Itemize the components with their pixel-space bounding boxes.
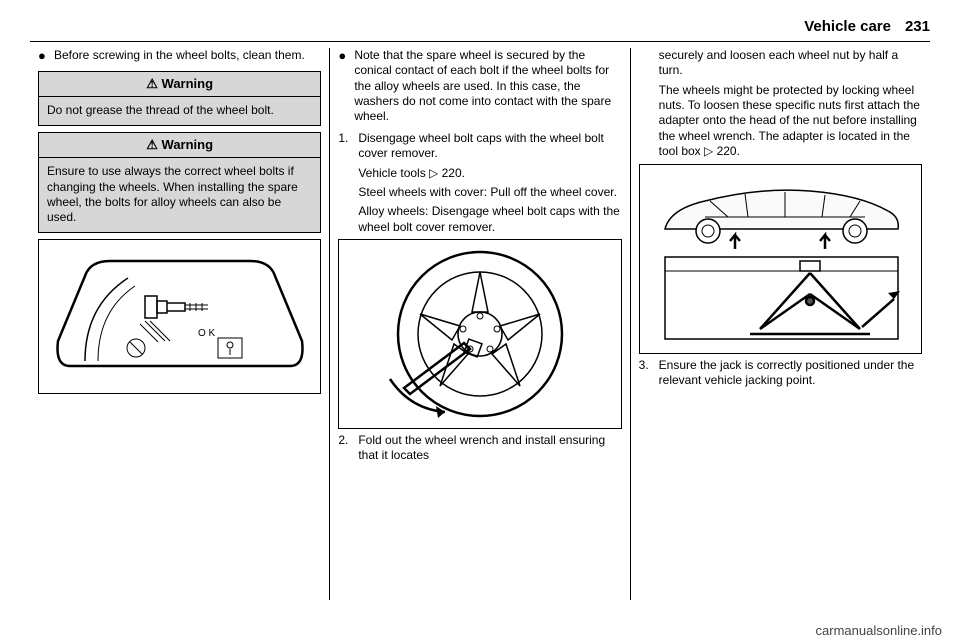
step-number: 3. (639, 358, 653, 389)
bullet-text: Before screwing in the wheel bolts, clea… (54, 48, 321, 65)
column-3: securely and loosen each wheel nut by ha… (630, 48, 930, 600)
bullet-mark: ● (338, 48, 348, 125)
warning-heading: ⚠ Warning (39, 72, 320, 98)
manual-page: Vehicle care 231 ● Before screwing in th… (0, 0, 960, 642)
locking-nuts-note: The wheels might be protected by locking… (659, 83, 922, 160)
step-1-alloy: Alloy wheels: Disengage wheel bolt caps … (358, 204, 621, 235)
page-number: 231 (905, 18, 930, 35)
figure-wheel-bolt-diagram: O K (38, 239, 321, 394)
step-number: 1. (338, 131, 352, 162)
header-rule (30, 41, 930, 42)
step-1-steel: Steel wheels with cover: Pull off the wh… (358, 185, 621, 200)
section-title: Vehicle care (804, 18, 891, 35)
warning-box-1: ⚠ Warning Do not grease the thread of th… (38, 71, 321, 126)
step-number: 2. (338, 433, 352, 464)
warning-box-2: ⚠ Warning Ensure to use always the corre… (38, 132, 321, 233)
bullet-mark: ● (38, 48, 48, 65)
watermark: carmanualsonline.info (816, 623, 942, 638)
column-1: ● Before screwing in the wheel bolts, cl… (30, 48, 329, 600)
bullet-item: ● Before screwing in the wheel bolts, cl… (38, 48, 321, 65)
column-2: ● Note that the spare wheel is secured b… (329, 48, 629, 600)
step-3: 3. Ensure the jack is correctly position… (639, 358, 922, 389)
columns: ● Before screwing in the wheel bolts, cl… (30, 48, 930, 600)
warning-body: Ensure to use always the correct wheel b… (39, 158, 320, 231)
step-1-ref: Vehicle tools ▷ 220. (358, 166, 621, 181)
step-2-continuation: securely and loosen each wheel nut by ha… (659, 48, 922, 79)
step-2: 2. Fold out the wheel wrench and install… (338, 433, 621, 464)
step-text: Fold out the wheel wrench and install en… (358, 433, 621, 464)
warning-body: Do not grease the thread of the wheel bo… (39, 97, 320, 124)
warning-heading: ⚠ Warning (39, 133, 320, 159)
figure-jack-position (639, 164, 922, 354)
step-1: 1. Disengage wheel bolt caps with the wh… (338, 131, 621, 162)
step-text: Disengage wheel bolt caps with the wheel… (358, 131, 621, 162)
page-header: Vehicle care 231 (30, 18, 930, 35)
step-text: Ensure the jack is correctly positioned … (659, 358, 922, 389)
svg-text:O K: O K (198, 328, 216, 339)
figure-wheel-wrench (338, 239, 621, 429)
bullet-item: ● Note that the spare wheel is secured b… (338, 48, 621, 125)
bullet-text: Note that the spare wheel is secured by … (354, 48, 621, 125)
